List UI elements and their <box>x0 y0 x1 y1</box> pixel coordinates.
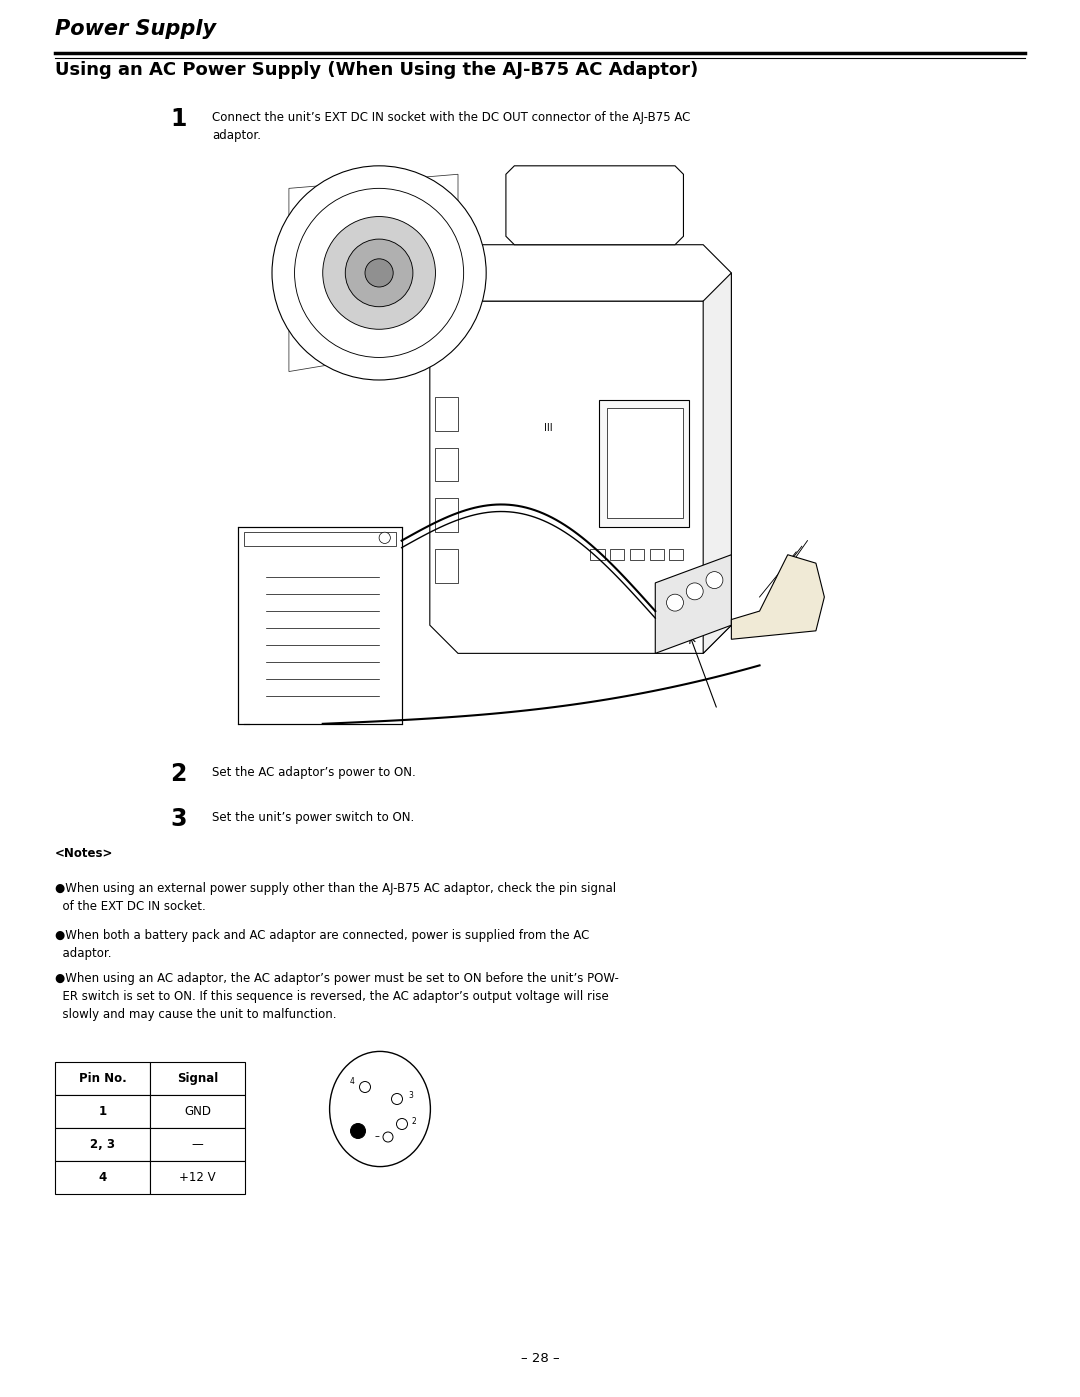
Text: 3: 3 <box>408 1091 413 1099</box>
Polygon shape <box>458 244 731 330</box>
Text: 4: 4 <box>350 1077 355 1087</box>
Text: 3: 3 <box>170 807 187 831</box>
Bar <box>630 549 644 560</box>
Bar <box>150 1095 245 1127</box>
Polygon shape <box>599 400 689 527</box>
Circle shape <box>379 532 390 543</box>
Bar <box>55 1161 150 1194</box>
Text: +12 V: +12 V <box>179 1171 216 1185</box>
Bar <box>55 1127 150 1161</box>
Text: Using an AC Power Supply (When Using the AJ-B75 AC Adaptor): Using an AC Power Supply (When Using the… <box>55 61 699 80</box>
Circle shape <box>365 258 393 286</box>
Bar <box>150 1161 245 1194</box>
Text: 1: 1 <box>98 1105 107 1118</box>
Bar <box>610 549 624 560</box>
Text: –: – <box>375 1132 380 1141</box>
Polygon shape <box>731 555 824 640</box>
Text: Power Supply: Power Supply <box>55 20 216 39</box>
Text: Set the AC adaptor’s power to ON.: Set the AC adaptor’s power to ON. <box>212 766 416 780</box>
Text: GND: GND <box>184 1105 211 1118</box>
Circle shape <box>346 239 413 307</box>
Polygon shape <box>505 166 684 244</box>
Circle shape <box>706 571 723 588</box>
Polygon shape <box>607 408 684 518</box>
Text: ●When both a battery pack and AC adaptor are connected, power is supplied from t: ●When both a battery pack and AC adaptor… <box>55 929 590 960</box>
Bar <box>150 1062 245 1095</box>
Bar <box>435 499 458 532</box>
Bar <box>670 549 684 560</box>
Text: Pin No.: Pin No. <box>79 1071 126 1085</box>
Text: —: — <box>191 1139 203 1151</box>
Circle shape <box>686 583 703 599</box>
Bar <box>650 549 664 560</box>
Text: 2: 2 <box>170 761 187 787</box>
Bar <box>244 532 396 546</box>
Polygon shape <box>289 175 458 372</box>
Polygon shape <box>239 527 402 724</box>
Circle shape <box>396 1119 407 1130</box>
Bar <box>435 549 458 583</box>
Text: Connect the unit’s EXT DC IN socket with the DC OUT connector of the AJ-B75 AC
a: Connect the unit’s EXT DC IN socket with… <box>212 110 690 142</box>
Text: ●When using an AC adaptor, the AC adaptor’s power must be set to ON before the u: ●When using an AC adaptor, the AC adapto… <box>55 972 619 1021</box>
Text: 1: 1 <box>170 108 187 131</box>
Text: ●When using an external power supply other than the AJ-B75 AC adaptor, check the: ●When using an external power supply oth… <box>55 882 616 914</box>
Bar <box>150 1127 245 1161</box>
Circle shape <box>383 1132 393 1141</box>
Bar <box>435 397 458 430</box>
Text: 4: 4 <box>98 1171 107 1185</box>
Circle shape <box>391 1094 403 1105</box>
Text: 2, 3: 2, 3 <box>90 1139 114 1151</box>
Ellipse shape <box>329 1052 431 1166</box>
Text: <Notes>: <Notes> <box>55 847 113 861</box>
Polygon shape <box>703 272 731 654</box>
Circle shape <box>272 166 486 380</box>
Circle shape <box>360 1081 370 1092</box>
Circle shape <box>666 594 684 610</box>
Text: – 28 –: – 28 – <box>521 1352 559 1365</box>
Bar <box>591 549 605 560</box>
Polygon shape <box>656 555 731 654</box>
Text: Set the unit’s power switch to ON.: Set the unit’s power switch to ON. <box>212 812 415 824</box>
Bar <box>435 447 458 482</box>
Text: 2: 2 <box>411 1116 417 1126</box>
Polygon shape <box>430 302 731 654</box>
Bar <box>55 1095 150 1127</box>
Bar <box>55 1062 150 1095</box>
Text: Signal: Signal <box>177 1071 218 1085</box>
Text: III: III <box>544 423 553 433</box>
Circle shape <box>351 1123 365 1139</box>
Circle shape <box>295 189 463 358</box>
Circle shape <box>323 217 435 330</box>
